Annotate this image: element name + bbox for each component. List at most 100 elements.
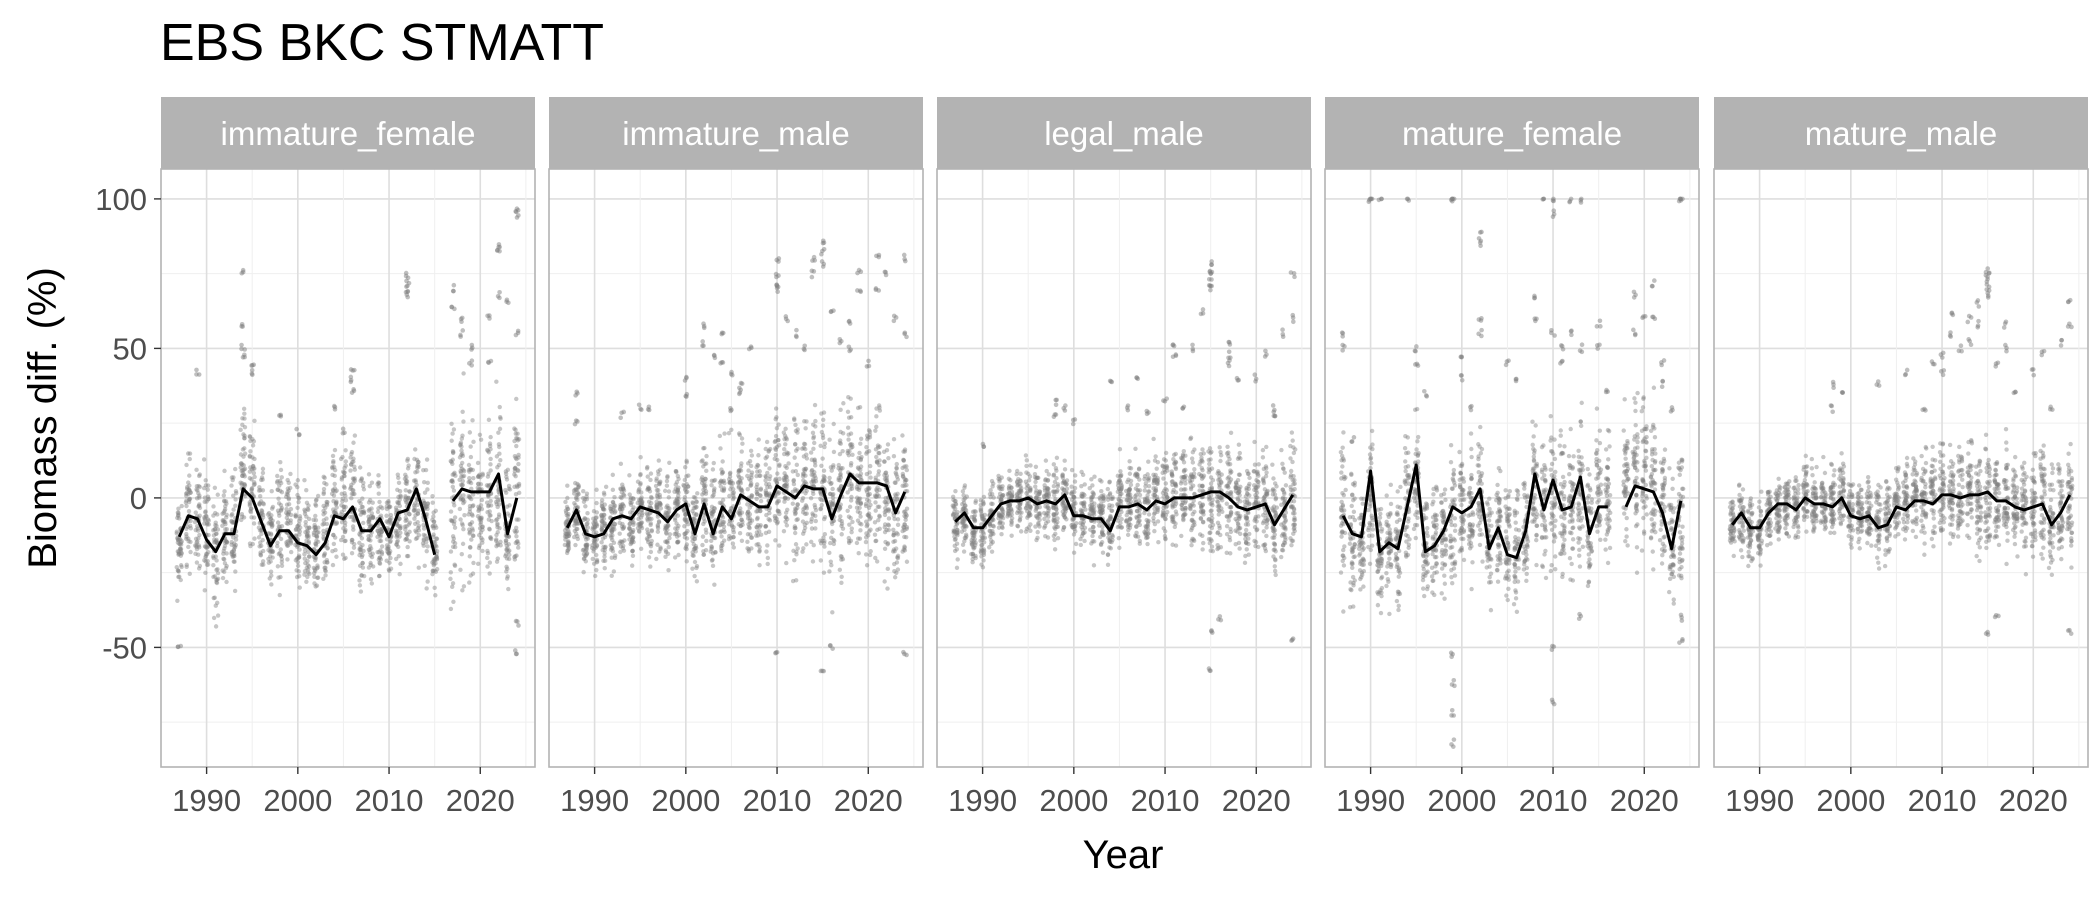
scatter-point bbox=[764, 439, 770, 445]
scatter-point bbox=[229, 483, 234, 488]
scatter-point bbox=[702, 486, 708, 491]
scatter-point bbox=[269, 520, 275, 526]
scatter-point bbox=[241, 454, 246, 459]
scatter-point bbox=[837, 567, 843, 573]
scatter-point bbox=[477, 432, 483, 438]
scatter-point bbox=[515, 619, 520, 624]
scatter-point bbox=[1079, 493, 1084, 499]
scatter-point bbox=[504, 548, 510, 553]
scatter-point bbox=[740, 519, 745, 524]
scatter-point bbox=[592, 573, 598, 579]
scatter-point bbox=[203, 510, 208, 515]
scatter-point bbox=[838, 429, 843, 435]
scatter-point bbox=[223, 499, 229, 504]
scatter-point bbox=[1014, 472, 1019, 477]
scatter-point bbox=[591, 530, 596, 535]
scatter-point bbox=[424, 457, 430, 462]
scatter-point bbox=[895, 477, 901, 482]
scatter-point bbox=[657, 549, 662, 554]
scatter-point bbox=[854, 540, 860, 546]
scatter-point bbox=[331, 541, 337, 547]
scatter-point bbox=[566, 533, 571, 539]
scatter-point bbox=[701, 343, 706, 349]
scatter-point bbox=[700, 475, 705, 480]
scatter-point bbox=[630, 548, 635, 554]
scatter-point bbox=[214, 531, 219, 536]
scatter-point bbox=[694, 512, 699, 518]
scatter-point bbox=[278, 459, 283, 465]
scatter-point bbox=[224, 501, 229, 506]
scatter-point bbox=[288, 541, 294, 546]
scatter-point bbox=[772, 514, 778, 519]
scatter-point bbox=[206, 497, 211, 502]
scatter-point bbox=[223, 521, 228, 527]
scatter-point bbox=[296, 495, 302, 501]
scatter-point bbox=[1119, 516, 1124, 522]
scatter-point bbox=[178, 577, 183, 583]
scatter-point bbox=[471, 560, 476, 566]
scatter-point bbox=[1008, 478, 1013, 483]
scatter-point bbox=[477, 543, 482, 548]
scatter-point bbox=[259, 475, 265, 480]
scatter-point bbox=[224, 563, 229, 569]
scatter-point bbox=[664, 483, 670, 488]
scatter-point bbox=[1000, 525, 1005, 531]
scatter-point bbox=[575, 419, 580, 424]
scatter-point bbox=[269, 488, 274, 494]
scatter-point bbox=[297, 532, 302, 537]
scatter-point bbox=[238, 465, 243, 470]
scatter-point bbox=[867, 552, 873, 558]
scatter-point bbox=[893, 546, 899, 551]
scatter-point bbox=[516, 623, 521, 628]
scatter-point bbox=[1105, 486, 1111, 492]
scatter-point bbox=[186, 509, 192, 514]
scatter-point bbox=[351, 545, 357, 550]
scatter-point bbox=[622, 538, 627, 543]
x-tick-label: 2010 bbox=[743, 783, 812, 818]
scatter-point bbox=[1078, 542, 1084, 548]
scatter-point bbox=[658, 479, 663, 484]
scatter-point bbox=[891, 318, 897, 324]
scatter-point bbox=[962, 523, 967, 529]
scatter-points bbox=[562, 238, 910, 674]
scatter-point bbox=[460, 541, 466, 547]
scatter-point bbox=[666, 495, 672, 500]
scatter-point bbox=[459, 551, 464, 557]
scatter-point bbox=[203, 483, 209, 488]
scatter-point bbox=[312, 522, 317, 528]
scatter-point bbox=[221, 493, 226, 498]
scatter-point bbox=[1045, 511, 1051, 516]
scatter-point bbox=[820, 435, 826, 441]
scatter-point bbox=[663, 525, 668, 530]
scatter-point bbox=[740, 441, 745, 446]
scatter-point bbox=[276, 496, 281, 501]
scatter-point bbox=[1125, 532, 1131, 538]
scatter-point bbox=[1125, 493, 1131, 498]
scatter-point bbox=[684, 559, 689, 564]
scatter-point bbox=[194, 544, 199, 550]
scatter-point bbox=[831, 449, 837, 455]
scatter-point bbox=[224, 551, 229, 556]
scatter-point bbox=[830, 610, 835, 615]
scatter-point bbox=[808, 496, 814, 501]
scatter-point bbox=[497, 525, 502, 531]
scatter-point bbox=[193, 543, 198, 548]
scatter-point bbox=[366, 519, 372, 524]
scatter-point bbox=[571, 488, 577, 493]
scatter-point bbox=[900, 528, 905, 534]
scatter-point bbox=[203, 509, 208, 514]
scatter-point bbox=[458, 517, 463, 522]
scatter-point bbox=[285, 543, 291, 548]
scatter-point bbox=[504, 474, 509, 480]
scatter-point bbox=[590, 556, 595, 562]
scatter-point bbox=[452, 470, 457, 476]
scatter-point bbox=[202, 544, 208, 549]
scatter-point bbox=[196, 566, 202, 571]
scatter-point bbox=[1107, 480, 1112, 485]
scatter-point bbox=[475, 460, 481, 466]
scatter-point bbox=[204, 552, 210, 557]
scatter-point bbox=[575, 536, 581, 542]
scatter-point bbox=[258, 552, 263, 557]
scatter-point bbox=[205, 483, 211, 488]
